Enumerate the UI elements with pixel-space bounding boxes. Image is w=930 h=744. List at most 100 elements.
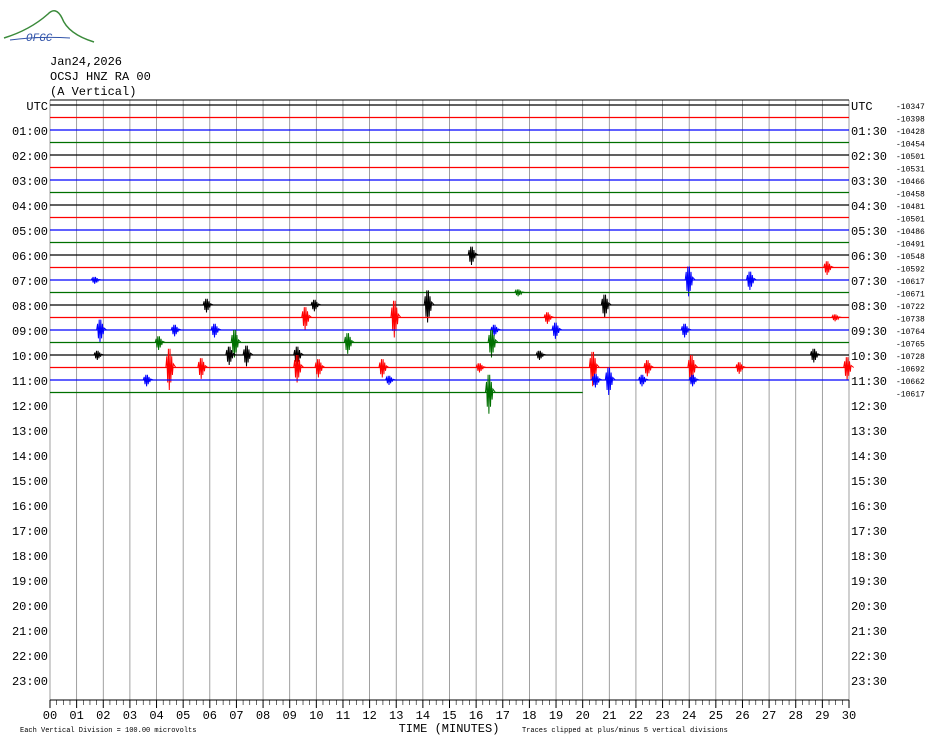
seismic-event [688, 374, 700, 387]
right-time-label: 21:30 [851, 625, 887, 639]
right-time-label: 02:30 [851, 150, 887, 164]
seismic-event [390, 300, 402, 338]
trace-offset: -10398 [896, 116, 925, 125]
x-tick-label: 08 [256, 709, 270, 723]
left-time-label: 19:00 [12, 575, 48, 589]
right-time-label: 20:30 [851, 600, 887, 614]
x-tick-label: 06 [203, 709, 217, 723]
x-tick-label: 02 [96, 709, 110, 723]
x-tick-label: 29 [815, 709, 829, 723]
seismic-event [385, 375, 396, 386]
seismic-event [543, 312, 555, 324]
seismic-event [165, 348, 177, 391]
right-time-label: 13:30 [851, 425, 887, 439]
left-time-label: 02:00 [12, 150, 48, 164]
right-time-label: 09:30 [851, 325, 887, 339]
seismic-event [535, 350, 547, 361]
right-time-label: 06:30 [851, 250, 887, 264]
right-time-label: UTC [851, 100, 873, 114]
left-time-label: 21:00 [12, 625, 48, 639]
left-time-label: 23:00 [12, 675, 48, 689]
x-tick-label: 03 [123, 709, 137, 723]
right-time-label: 05:30 [851, 225, 887, 239]
seismic-event [378, 359, 390, 378]
trace-offset: -10454 [896, 141, 925, 150]
right-time-label: 03:30 [851, 175, 887, 189]
scale-note: Each Vertical Division = 100.00 microvol… [20, 727, 196, 735]
component: (A Vertical) [50, 85, 136, 99]
seismic-event [467, 246, 479, 266]
x-tick-label: 27 [762, 709, 776, 723]
trace-offset: -10617 [896, 391, 925, 400]
seismic-event [423, 290, 435, 323]
trace-offset: -10458 [896, 191, 925, 200]
left-time-label: 10:00 [12, 350, 48, 364]
x-tick-label: 09 [282, 709, 296, 723]
x-tick-label: 16 [469, 709, 483, 723]
seismic-event [293, 354, 305, 383]
trace-offset: -10531 [896, 166, 925, 175]
left-time-label: 09:00 [12, 325, 48, 339]
trace-offset: -10501 [896, 153, 925, 162]
seismic-event [843, 357, 854, 381]
trace-offset: -10548 [896, 253, 925, 262]
x-tick-label: 19 [549, 709, 563, 723]
x-tick-label: 04 [149, 709, 163, 723]
x-tick-label: 30 [842, 709, 856, 723]
x-tick-label: 11 [336, 709, 350, 723]
trace-offset: -10592 [896, 266, 925, 275]
seismic-event [831, 314, 842, 322]
seismic-event [604, 367, 616, 396]
x-tick-label: 22 [629, 709, 643, 723]
seismic-event [93, 350, 105, 361]
seismic-event [638, 374, 649, 387]
left-time-label: 01:00 [12, 125, 48, 139]
seismic-event [197, 358, 209, 379]
seismic-event [90, 276, 102, 284]
seismic-event [310, 299, 322, 312]
trace-offset: -10466 [896, 178, 925, 187]
x-tick-label: 26 [735, 709, 749, 723]
right-time-label: 07:30 [851, 275, 887, 289]
x-tick-label: 18 [522, 709, 536, 723]
left-time-label: UTC [26, 100, 48, 114]
seismic-event [745, 271, 757, 291]
left-time-label: 11:00 [12, 375, 48, 389]
right-time-label: 18:30 [851, 550, 887, 564]
left-time-label: 05:00 [12, 225, 48, 239]
left-time-label: 20:00 [12, 600, 48, 614]
right-time-label: 22:30 [851, 650, 887, 664]
seismic-event [301, 307, 312, 331]
logo-swoosh [9, 36, 71, 41]
seismic-event [588, 351, 600, 387]
right-time-label: 23:30 [851, 675, 887, 689]
x-tick-label: 14 [416, 709, 430, 723]
left-time-label: 06:00 [12, 250, 48, 264]
right-time-label: 01:30 [851, 125, 887, 139]
clip-note: Traces clipped at plus/minus 5 vertical … [522, 727, 728, 735]
seismic-event [154, 336, 166, 351]
x-tick-label: 05 [176, 709, 190, 723]
right-time-label: 04:30 [851, 200, 887, 214]
left-time-label: 03:00 [12, 175, 48, 189]
right-time-label: 16:30 [851, 500, 887, 514]
left-time-label: 18:00 [12, 550, 48, 564]
seismic-event [202, 298, 214, 313]
trace-offset: -10764 [896, 328, 925, 337]
seismic-event [343, 333, 355, 354]
right-time-label: 11:30 [851, 375, 887, 389]
seismic-event [600, 294, 612, 318]
trace-offset: -10738 [896, 316, 925, 325]
trace-offset: -10671 [896, 291, 925, 300]
left-time-label: 14:00 [12, 450, 48, 464]
trace-offset: -10486 [896, 228, 925, 237]
x-tick-label: 25 [709, 709, 723, 723]
right-time-label: 17:30 [851, 525, 887, 539]
trace-offset: -10428 [896, 128, 925, 137]
trace-offset: -10662 [896, 378, 925, 387]
trace-offset: -10722 [896, 303, 925, 312]
seismic-event [142, 374, 154, 387]
seismic-event [225, 346, 237, 366]
x-tick-label: 01 [69, 709, 83, 723]
